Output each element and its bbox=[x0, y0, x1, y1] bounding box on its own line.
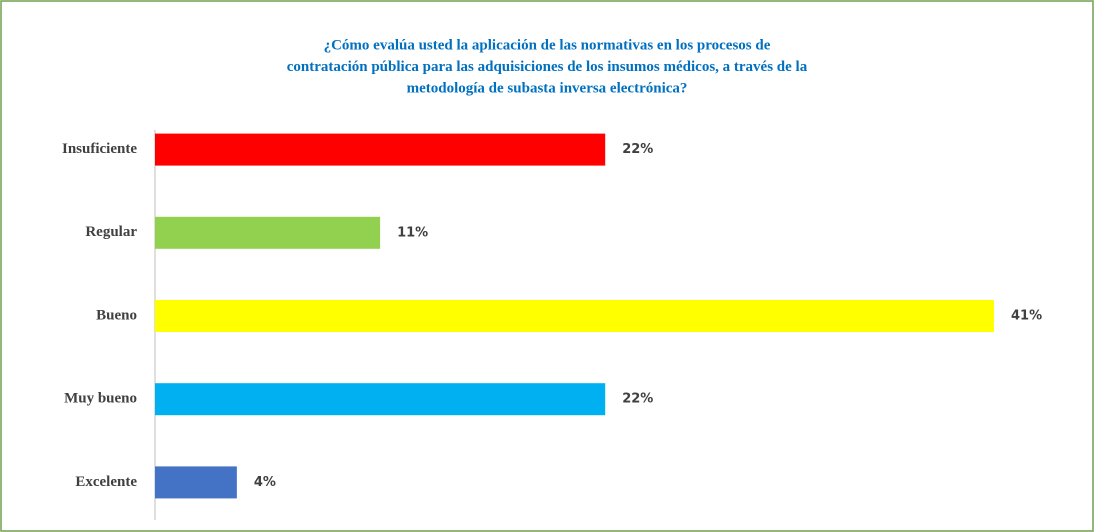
bar bbox=[155, 133, 606, 166]
y-tick-label: Regular bbox=[85, 224, 137, 240]
data-label: 41% bbox=[1011, 309, 1042, 324]
data-label: 11% bbox=[397, 225, 428, 240]
data-label: 22% bbox=[622, 392, 653, 407]
chart-title: contratación pública para las adquisicio… bbox=[287, 59, 808, 75]
chart-title: ¿Cómo evalúa usted la aplicación de las … bbox=[324, 37, 771, 53]
bar bbox=[155, 383, 606, 416]
bar bbox=[155, 300, 994, 332]
y-tick-label: Insuficiente bbox=[62, 141, 137, 157]
y-tick-label: Excelente bbox=[75, 474, 137, 490]
bar bbox=[155, 216, 381, 249]
data-label: 4% bbox=[254, 475, 276, 490]
chart-title: metodología de subasta inversa electróni… bbox=[407, 80, 688, 96]
data-label: 22% bbox=[622, 142, 653, 157]
y-tick-label: Muy bueno bbox=[64, 391, 137, 407]
bar bbox=[155, 466, 237, 499]
y-tick-label: Bueno bbox=[96, 307, 137, 323]
